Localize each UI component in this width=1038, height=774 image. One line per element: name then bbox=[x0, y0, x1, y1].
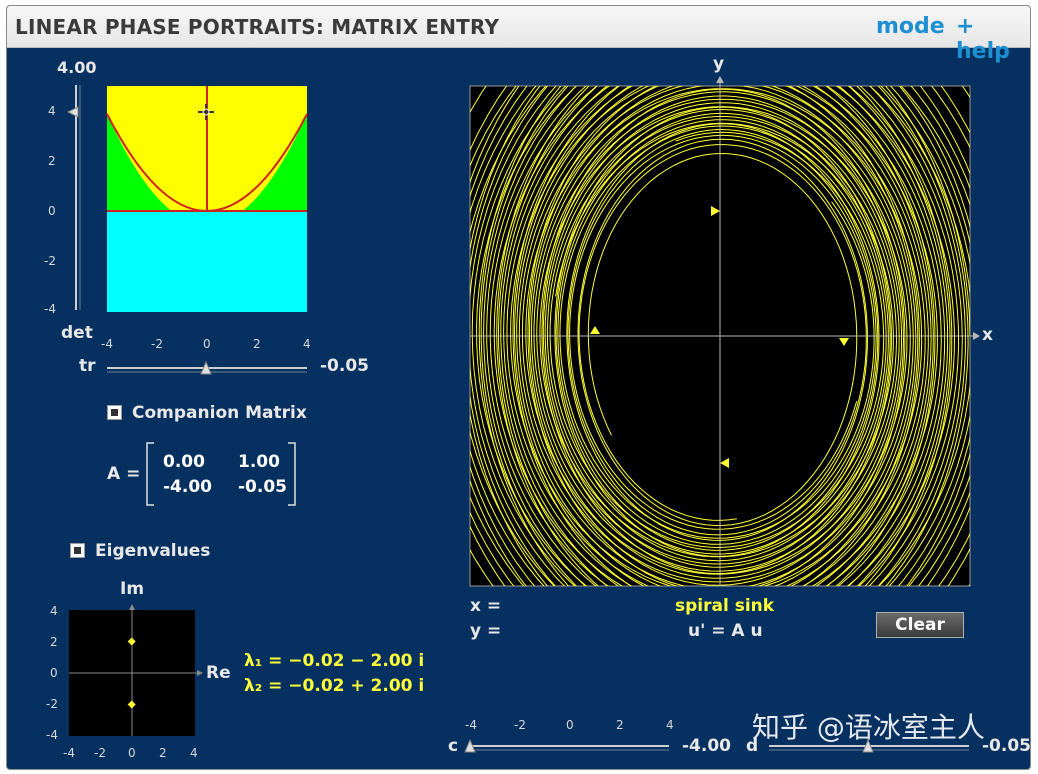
tr-value: -0.05 bbox=[320, 356, 369, 376]
phase-portrait[interactable] bbox=[469, 76, 980, 587]
tr-label: tr bbox=[79, 356, 96, 376]
c-slider-value: -4.00 bbox=[682, 736, 731, 756]
matrix-a12[interactable]: 1.00 bbox=[238, 452, 280, 472]
classification-label: spiral sink bbox=[675, 596, 775, 616]
d-slider[interactable] bbox=[766, 738, 972, 758]
eigen-im-tick: 4 bbox=[50, 604, 58, 618]
det-tick: 4 bbox=[48, 104, 56, 118]
matrix-left-bracket bbox=[146, 442, 154, 506]
trajectory bbox=[470, 86, 970, 586]
d-slider-label: d bbox=[746, 736, 759, 756]
watermark: 知乎 @语冰室主人 bbox=[752, 711, 985, 744]
eigen-re-tick: -2 bbox=[94, 746, 106, 760]
re-axis-label: Re bbox=[206, 663, 231, 683]
trajectory bbox=[470, 86, 970, 586]
crosshair-cursor bbox=[198, 104, 214, 120]
clear-button[interactable]: Clear bbox=[876, 612, 964, 638]
companion-label: Companion Matrix bbox=[132, 403, 307, 423]
eigen-re-tick: 2 bbox=[159, 746, 167, 760]
matrix-label: A = bbox=[107, 464, 141, 484]
equation-label: u' = A u bbox=[688, 621, 763, 641]
tr-tick: 2 bbox=[253, 337, 261, 351]
det-tick: -4 bbox=[44, 302, 56, 316]
eigenvalues-label: Eigenvalues bbox=[95, 541, 211, 561]
tr-slider-handle bbox=[200, 360, 212, 375]
tr-tick: -2 bbox=[151, 337, 163, 351]
im-axis-label: Im bbox=[120, 579, 145, 599]
region-below-parabola bbox=[107, 114, 307, 225]
matrix-right-bracket bbox=[288, 442, 296, 506]
det-value: 4.00 bbox=[57, 58, 97, 77]
eigen-im-tick: 2 bbox=[50, 635, 58, 649]
phase-y-label: y bbox=[713, 54, 725, 74]
eigen-re-tick: -4 bbox=[63, 746, 75, 760]
trajectory bbox=[478, 86, 970, 586]
trajectory bbox=[470, 86, 970, 586]
c-tick: 0 bbox=[566, 718, 574, 732]
phase-x-label: x bbox=[982, 325, 993, 345]
lambda2-readout: λ₂ = −0.02 + 2.00 i bbox=[244, 676, 425, 696]
y-readout: y = bbox=[470, 621, 502, 641]
mode-link[interactable]: mode bbox=[876, 14, 945, 39]
matrix-a22[interactable]: -0.05 bbox=[238, 477, 287, 497]
eigen-im-tick: 0 bbox=[50, 666, 58, 680]
eigen-re-tick: 4 bbox=[190, 746, 198, 760]
c-slider-handle bbox=[464, 738, 476, 753]
tr-tick: 4 bbox=[303, 337, 311, 351]
c-tick: -4 bbox=[465, 718, 477, 732]
tr-tick: -4 bbox=[101, 337, 113, 351]
help-link[interactable]: + help bbox=[956, 14, 1010, 64]
eigenvalue-plane bbox=[69, 604, 203, 736]
companion-checkbox[interactable] bbox=[107, 405, 122, 420]
det-tick: 2 bbox=[48, 154, 56, 168]
d-slider-value: -0.05 bbox=[982, 736, 1031, 756]
c-tick: 2 bbox=[616, 718, 624, 732]
trajectory-curves bbox=[470, 86, 970, 586]
direction-arrows bbox=[590, 206, 849, 468]
tr-tick: 0 bbox=[203, 337, 211, 351]
eigen-im-tick: -2 bbox=[46, 697, 58, 711]
det-tick: -2 bbox=[44, 254, 56, 268]
det-tick: 0 bbox=[48, 204, 56, 218]
c-slider-label: c bbox=[448, 736, 459, 756]
page-title: LINEAR PHASE PORTRAITS: MATRIX ENTRY bbox=[15, 15, 500, 39]
trajectory bbox=[470, 86, 969, 586]
eigen-im-tick: -4 bbox=[46, 728, 58, 742]
matrix-a11[interactable]: 0.00 bbox=[163, 452, 205, 472]
region-negative-det bbox=[107, 211, 307, 312]
eigen-re-tick: 0 bbox=[128, 746, 136, 760]
eigenvalues-checkbox[interactable] bbox=[70, 543, 85, 558]
c-tick: 4 bbox=[666, 718, 674, 732]
det-slider[interactable] bbox=[66, 80, 86, 316]
det-slider-handle bbox=[66, 106, 79, 118]
lambda1-readout: λ₁ = −0.02 − 2.00 i bbox=[244, 651, 425, 671]
matrix-a21[interactable]: -4.00 bbox=[163, 477, 212, 497]
c-tick: -2 bbox=[514, 718, 526, 732]
tr-slider[interactable] bbox=[104, 360, 310, 380]
trace-det-plane[interactable] bbox=[106, 86, 308, 312]
eigenvalue-point bbox=[127, 637, 136, 646]
title-bar: LINEAR PHASE PORTRAITS: MATRIX ENTRY mod… bbox=[7, 6, 1030, 64]
c-slider[interactable] bbox=[464, 738, 672, 758]
eigenvalue-point bbox=[127, 700, 136, 709]
det-label: det bbox=[61, 323, 93, 343]
x-readout: x = bbox=[470, 596, 502, 616]
d-slider-handle bbox=[862, 738, 874, 753]
